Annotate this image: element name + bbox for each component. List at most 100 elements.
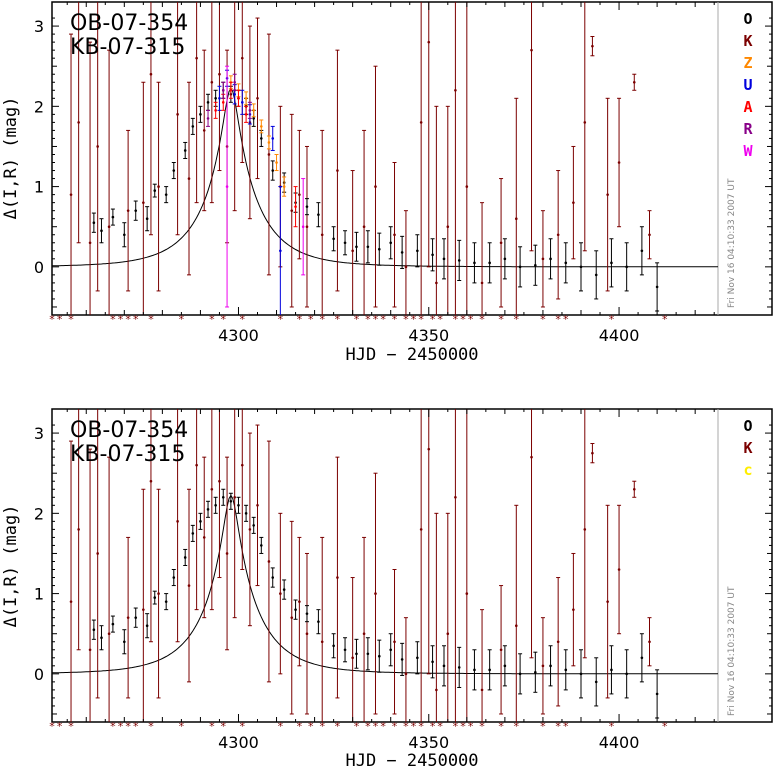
data-point <box>164 600 168 603</box>
data-point <box>77 528 80 531</box>
obs-time-marker: * <box>118 313 124 326</box>
data-point <box>96 552 99 555</box>
data-point <box>362 225 366 229</box>
y-tick-label: 2 <box>34 504 44 523</box>
data-point <box>419 121 423 124</box>
data-point <box>271 576 275 579</box>
obs-time-marker: * <box>609 720 615 733</box>
data-point <box>320 640 324 644</box>
data-point <box>625 265 628 269</box>
data-point <box>648 640 651 644</box>
data-point <box>332 644 335 648</box>
obs-time-marker: * <box>411 720 417 733</box>
data-point <box>214 97 217 100</box>
obs-time-marker: * <box>437 313 443 326</box>
data-point <box>572 608 575 611</box>
timestamp-text: Fri Nov 16 04:10:33 2007 UT <box>727 586 737 716</box>
obs-time-marker: * <box>540 720 546 733</box>
data-point <box>298 600 301 603</box>
obs-time-marker: * <box>297 313 303 326</box>
obs-time-marker: * <box>662 720 668 733</box>
obs-time-marker: * <box>460 313 466 326</box>
data-point <box>252 524 256 527</box>
y-axis-label: Δ(I,R) (mag) <box>1 505 21 628</box>
data-point <box>541 257 545 261</box>
data-point <box>88 241 92 245</box>
data-point <box>457 666 461 669</box>
data-point <box>229 88 233 92</box>
obs-time-marker: * <box>365 313 371 326</box>
data-point <box>393 640 396 644</box>
data-point <box>465 592 469 595</box>
data-layer <box>52 2 718 315</box>
data-point <box>191 125 195 128</box>
data-point <box>556 640 560 644</box>
data-point <box>282 185 286 188</box>
data-point <box>366 245 370 249</box>
data-point <box>549 257 552 261</box>
obs-time-marker: * <box>118 720 124 733</box>
data-point <box>218 72 221 76</box>
data-point <box>534 263 537 267</box>
obs-time-marker: * <box>365 720 371 733</box>
x-axis-label: HJD − 2450000 <box>345 345 478 365</box>
data-point <box>594 680 598 684</box>
obs-time-marker: * <box>354 720 360 733</box>
data-point <box>541 664 545 668</box>
data-point <box>294 608 297 611</box>
data-point <box>594 273 598 277</box>
obs-time-marker: * <box>392 313 398 326</box>
data-point <box>583 121 587 124</box>
data-point <box>446 632 450 636</box>
obs-time-marker: * <box>221 720 227 733</box>
obs-time-marker: * <box>514 313 520 326</box>
data-point <box>191 532 195 535</box>
data-point <box>473 261 476 265</box>
data-point <box>499 648 503 652</box>
data-point <box>366 652 370 656</box>
data-point <box>442 664 446 668</box>
data-point <box>92 628 96 632</box>
legend-entry-Z: Z <box>743 54 752 72</box>
data-point <box>404 672 408 676</box>
obs-time-marker: * <box>240 720 246 733</box>
data-point <box>610 261 613 265</box>
data-point <box>610 668 613 672</box>
legend-entry-K: K <box>743 32 752 50</box>
obs-time-marker: * <box>563 720 569 733</box>
data-point <box>218 479 221 483</box>
y-tick-label: 3 <box>34 424 44 443</box>
data-point <box>69 600 73 603</box>
data-point <box>480 688 484 692</box>
data-point <box>362 632 366 636</box>
obs-time-marker: * <box>57 720 63 733</box>
data-point <box>435 281 438 285</box>
data-point <box>225 552 229 555</box>
data-point <box>157 592 160 595</box>
data-point <box>221 495 225 499</box>
data-point <box>279 592 282 595</box>
data-point <box>100 636 103 640</box>
data-point <box>442 257 446 261</box>
timestamp-text: Fri Nov 16 04:10:33 2007 UT <box>727 178 737 308</box>
obs-time-marker: * <box>354 313 360 326</box>
data-point <box>267 560 271 563</box>
obs-time-marker: * <box>335 720 341 733</box>
data-point <box>488 668 491 672</box>
data-point <box>187 584 191 587</box>
data-point <box>431 660 434 664</box>
data-point <box>92 221 96 225</box>
obs-time-marker: * <box>411 313 417 326</box>
data-point <box>454 88 457 92</box>
y-axis-ticks: 0 1 2 3 <box>34 17 772 308</box>
obs-time-marker: * <box>148 313 154 326</box>
data-point <box>290 616 294 619</box>
data-point <box>416 656 419 660</box>
data-point <box>275 161 278 164</box>
data-point <box>252 109 256 112</box>
obs-time-marker: * <box>403 720 409 733</box>
data-point <box>126 209 130 212</box>
data-point <box>107 632 111 636</box>
x-tick-label: 4400 <box>599 733 640 752</box>
